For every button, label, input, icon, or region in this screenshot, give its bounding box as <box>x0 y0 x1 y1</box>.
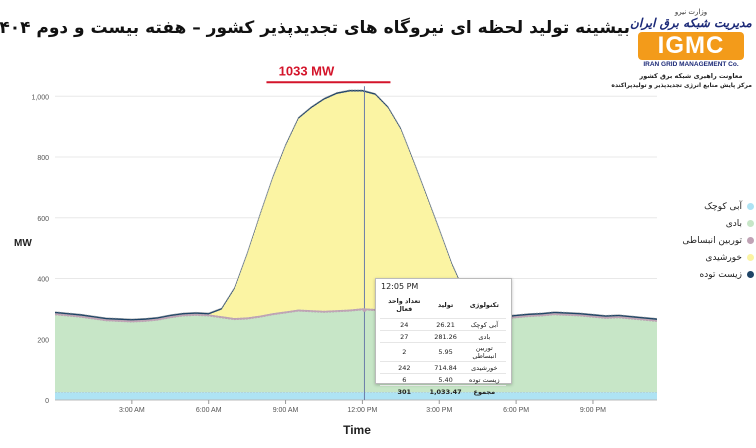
y-axis-label: MW <box>14 238 32 249</box>
igmc-logo: وزارت نیرو شرکت مدیریت شبکه برق ایران IG… <box>611 6 756 89</box>
peak-label: 1033 MW <box>279 63 335 78</box>
tooltip-units: 27 <box>380 330 429 343</box>
legend-label: خورشیدی <box>705 252 742 263</box>
area-solar <box>55 91 657 321</box>
y-tick-label: 800 <box>37 155 49 162</box>
tooltip-header-output: تولید <box>437 301 454 309</box>
area-series <box>54 89 658 400</box>
x-tick-label: 12:00 PM <box>347 407 377 414</box>
tooltip-units: 6 <box>380 373 429 386</box>
tooltip-row: توربین انبساطی 5.95 2 <box>380 342 506 362</box>
y-tick-label: 200 <box>37 337 49 344</box>
logo-acronym: IGMC <box>638 32 744 60</box>
legend-item-wind[interactable]: بادی <box>664 215 754 232</box>
tooltip-total-label: مجموع <box>462 385 506 397</box>
y-tick-label: 0 <box>45 398 49 405</box>
tooltip-tech: بادی <box>462 330 506 343</box>
tooltip-row: خورشیدی 714.84 242 <box>380 361 506 374</box>
legend-item-biomass[interactable]: زیست توده <box>664 266 754 283</box>
x-tick-label: 3:00 PM <box>426 407 452 414</box>
y-tick-label: 600 <box>37 216 49 223</box>
tooltip-output: 281.26 <box>428 330 463 343</box>
tooltip-header-units: تعداد واحد فعال <box>388 297 421 313</box>
area-wind <box>55 310 657 393</box>
legend-label: بادی <box>725 218 742 229</box>
legend-dot-icon <box>747 254 754 261</box>
y-tick-label: 1,000 <box>31 94 49 101</box>
legend-item-hydro[interactable]: آبی کوچک <box>664 198 754 215</box>
legend-label: آبی کوچک <box>704 201 742 212</box>
tooltip-units: 24 <box>380 318 429 331</box>
tooltip-tech: زیست توده <box>462 373 506 386</box>
peak-marker-group: 1033 MW <box>266 63 391 400</box>
legend-item-solar[interactable]: خورشیدی <box>664 249 754 266</box>
tooltip-tech: خورشیدی <box>462 361 506 374</box>
x-tick-label: 6:00 AM <box>196 407 222 414</box>
logo-ministry-text: وزارت نیرو <box>674 8 708 16</box>
tooltip-total-output: 1,033.47 <box>428 385 463 397</box>
legend-dot-icon <box>747 220 754 227</box>
tooltip-total-row: مجموع 1,033.47 301 <box>380 385 506 397</box>
series-edge-biomass <box>54 89 658 320</box>
tooltip-table: تکنولوژی تولید تعداد واحد فعال آبی کوچک … <box>380 293 506 397</box>
x-tick-label: 3:00 AM <box>119 407 145 414</box>
tooltip-units: 242 <box>380 361 429 374</box>
logo-department-1: معاونت راهبری شبکه برق کشور <box>639 72 743 80</box>
y-tick-label: 400 <box>37 277 49 284</box>
logo-company-text: شرکت مدیریت شبکه برق ایران <box>630 16 756 30</box>
legend-dot-icon <box>747 237 754 244</box>
tooltip-tech: آبی کوچک <box>462 318 506 331</box>
tooltip-row: آبی کوچک 26.21 24 <box>380 318 506 331</box>
logo-department-2: مرکز پایش منابع انرژی تجدیدپذیر و تولیدپ… <box>611 82 752 89</box>
legend-dot-icon <box>747 203 754 210</box>
x-tick-label: 6:00 PM <box>503 407 529 414</box>
tooltip-time: 12:05 PM <box>381 282 419 291</box>
tooltip-tech: توربین انبساطی <box>462 342 506 362</box>
legend-item-expansion[interactable]: توربین انبساطی <box>664 232 754 249</box>
axes: 0 200 400 600 800 1,000 3:00 AM 6:00 AM 9:00 AM 1… <box>31 94 657 414</box>
tooltip-output: 5.40 <box>428 373 463 386</box>
tooltip-row: زیست توده 5.40 6 <box>380 373 506 386</box>
x-axis-label: Time <box>343 423 371 437</box>
tooltip-units: 2 <box>380 342 429 362</box>
tooltip-output: 26.21 <box>428 318 463 331</box>
legend-dot-icon <box>747 271 754 278</box>
tooltip-output: 5.95 <box>428 342 463 362</box>
tooltip-row: بادی 281.26 27 <box>380 330 506 343</box>
hover-point <box>362 308 367 312</box>
legend-label: توربین انبساطی <box>682 235 742 246</box>
tooltip-total-units: 301 <box>380 385 429 397</box>
chart-legend: آبی کوچک بادی توربین انبساطی خورشیدی زیست تو… <box>664 198 754 283</box>
page-title: بیشینه تولید لحظه ای نیروگاه های تجدیدپذ… <box>0 18 630 38</box>
logo-english-name: IRAN GRID MANAGEMENT Co. <box>643 61 739 68</box>
tooltip-header-tech: تکنولوژی <box>469 301 499 309</box>
hover-tooltip: 12:05 PM تکنولوژی تولید تعداد واحد فعال … <box>375 278 512 397</box>
x-tick-label: 9:00 PM <box>580 407 606 414</box>
x-tick-label: 9:00 AM <box>273 407 299 414</box>
tooltip-output: 714.84 <box>428 361 463 374</box>
legend-label: زیست توده <box>699 269 742 280</box>
area-hydro <box>55 392 657 400</box>
